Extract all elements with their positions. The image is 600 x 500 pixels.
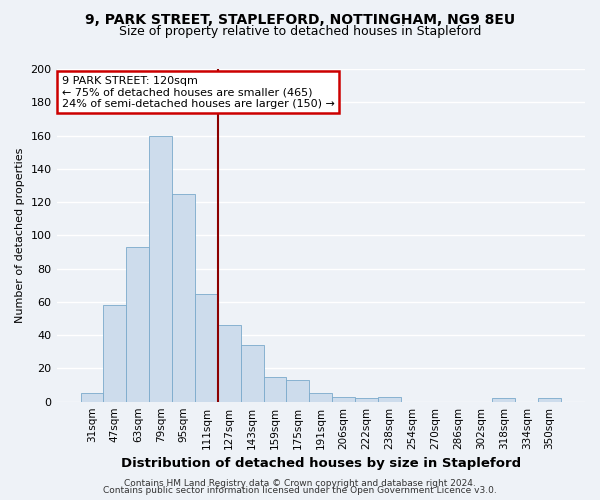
- Bar: [218, 325, 241, 402]
- Bar: [127, 247, 149, 402]
- Text: 9, PARK STREET, STAPLEFORD, NOTTINGHAM, NG9 8EU: 9, PARK STREET, STAPLEFORD, NOTTINGHAM, …: [85, 12, 515, 26]
- Bar: [332, 396, 355, 402]
- Bar: [149, 136, 172, 402]
- Bar: [378, 396, 401, 402]
- Text: Contains public sector information licensed under the Open Government Licence v3: Contains public sector information licen…: [103, 486, 497, 495]
- Bar: [195, 294, 218, 402]
- Bar: [80, 394, 103, 402]
- Bar: [172, 194, 195, 402]
- Bar: [103, 305, 127, 402]
- Bar: [310, 394, 332, 402]
- Text: 9 PARK STREET: 120sqm
← 75% of detached houses are smaller (465)
24% of semi-det: 9 PARK STREET: 120sqm ← 75% of detached …: [62, 76, 335, 109]
- Bar: [355, 398, 378, 402]
- Bar: [538, 398, 561, 402]
- X-axis label: Distribution of detached houses by size in Stapleford: Distribution of detached houses by size …: [121, 457, 521, 470]
- Text: Size of property relative to detached houses in Stapleford: Size of property relative to detached ho…: [119, 25, 481, 38]
- Bar: [493, 398, 515, 402]
- Bar: [241, 345, 263, 402]
- Y-axis label: Number of detached properties: Number of detached properties: [15, 148, 25, 323]
- Text: Contains HM Land Registry data © Crown copyright and database right 2024.: Contains HM Land Registry data © Crown c…: [124, 478, 476, 488]
- Bar: [263, 376, 286, 402]
- Bar: [286, 380, 310, 402]
